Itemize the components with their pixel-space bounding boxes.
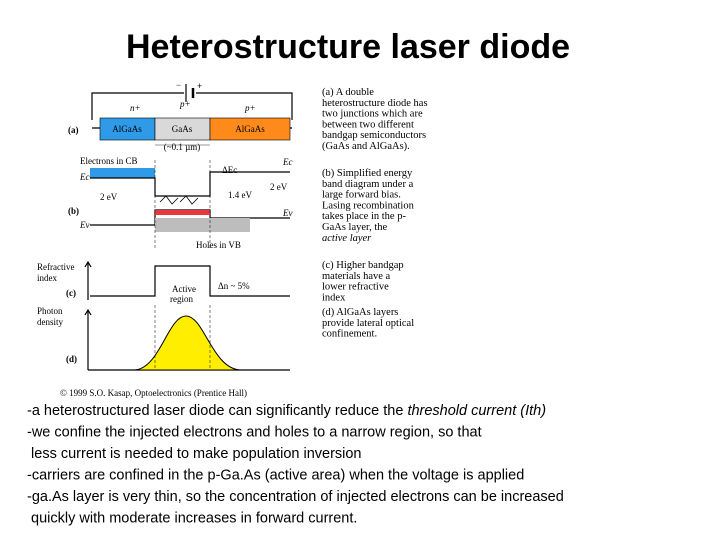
- caption-line: (GaAs and AlGaAs).: [322, 141, 410, 152]
- axis: [84, 260, 92, 300]
- caption-line: band diagram under a: [322, 179, 414, 190]
- body-line: less current is needed to make populatio…: [27, 446, 362, 462]
- band-label: Ev: [79, 220, 90, 230]
- panel-label: (a): [68, 125, 79, 135]
- recombination-region: [155, 210, 210, 215]
- layer: [209, 117, 291, 141]
- axis-label: Photon: [37, 306, 63, 316]
- doping-label: n+: [130, 103, 141, 113]
- band-label: Ec: [79, 172, 90, 182]
- delta-n-label: Δn ~ 5%: [218, 281, 250, 291]
- body: -we confine the injected electrons and h…: [27, 425, 564, 527]
- caption-line: (a) A double: [322, 87, 374, 98]
- conduction-band: [90, 171, 290, 197]
- layer-label: AlGaAs: [112, 124, 142, 134]
- circuit-wire: [91, 92, 293, 129]
- panel-label: (b): [68, 206, 79, 216]
- index-profile: [90, 265, 290, 297]
- panel-label: (c): [66, 288, 76, 298]
- copyright: © 1999 S.O. Kasap, Optoelectronics (Pren…: [60, 388, 247, 398]
- doping-label: p+: [244, 103, 256, 113]
- caption-line: (c) Higher bandgap: [322, 260, 404, 271]
- band-label: Ec: [282, 157, 293, 167]
- doping-label: p+: [179, 99, 191, 109]
- body-emphasis: threshold current (Ith): [407, 403, 546, 419]
- body-text: -a heterostructured laser diode can sign…: [27, 403, 407, 419]
- caption-line: two junctions which are: [322, 109, 423, 120]
- region-label: Active: [172, 284, 196, 294]
- caption-line: heterostructure diode has: [322, 98, 428, 109]
- band-label: Ev: [282, 208, 293, 218]
- band-label: ΔEc: [222, 165, 237, 175]
- axis-label: density: [37, 317, 63, 327]
- caption-line: materials have a: [322, 271, 391, 282]
- caption-line: bandgap semiconductors: [322, 130, 426, 141]
- slide-title: Heterostructure laser diode: [126, 28, 570, 66]
- battery-minus: −: [176, 80, 181, 90]
- axis-label: index: [37, 273, 57, 283]
- axis-label: Refractive: [37, 262, 74, 272]
- thickness-label: (~0.1 µm): [164, 142, 201, 152]
- caption-line: index: [322, 292, 346, 303]
- body-line: -ga.As layer is very thin, so the concen…: [27, 489, 564, 505]
- layer-label: AlGaAs: [235, 124, 265, 134]
- hole-region: [155, 218, 250, 232]
- battery-plus: +: [197, 81, 202, 91]
- photon-profile: [134, 315, 241, 371]
- body-line: -we confine the injected electrons and h…: [27, 425, 482, 441]
- figure: − + n+ p+ p+ (a) AlGaAs GaAs AlGaAs (~0.…: [37, 80, 293, 398]
- body-line: quickly with moderate increases in forwa…: [27, 511, 357, 527]
- body-line: -a heterostructured laser diode can sign…: [27, 403, 546, 419]
- caption-line: lower refractive: [322, 282, 389, 293]
- electron-region: [90, 168, 155, 178]
- body-line: -carriers are confined in the p-Ga.As (a…: [27, 468, 524, 484]
- caption-line: (b) Simplified energy: [322, 168, 413, 179]
- layer-label: GaAs: [172, 124, 193, 134]
- band-label: Electrons in CB: [80, 156, 138, 166]
- caption-line: large forward bias.: [322, 190, 401, 201]
- caption-line: confinement.: [322, 329, 377, 340]
- panel-label: (d): [66, 354, 77, 364]
- band-label: 2 eV: [270, 182, 288, 192]
- caption-line: provide lateral optical: [322, 318, 414, 329]
- photon-wave: [159, 195, 199, 205]
- band-label: Holes in VB: [196, 240, 241, 250]
- caption-line: between two different: [322, 119, 414, 130]
- band-label: 2 eV: [100, 192, 118, 202]
- caption-emphasis: active layer: [322, 233, 372, 244]
- caption-line: (d) AlGaAs layers: [322, 307, 398, 318]
- caption-line: GaAs layer, the: [322, 222, 388, 233]
- region-label: region: [170, 294, 193, 304]
- band-label: 1.4 eV: [228, 190, 252, 200]
- caption-line: Lasing recombination: [322, 200, 415, 211]
- caption-line: takes place in the p-: [322, 211, 406, 222]
